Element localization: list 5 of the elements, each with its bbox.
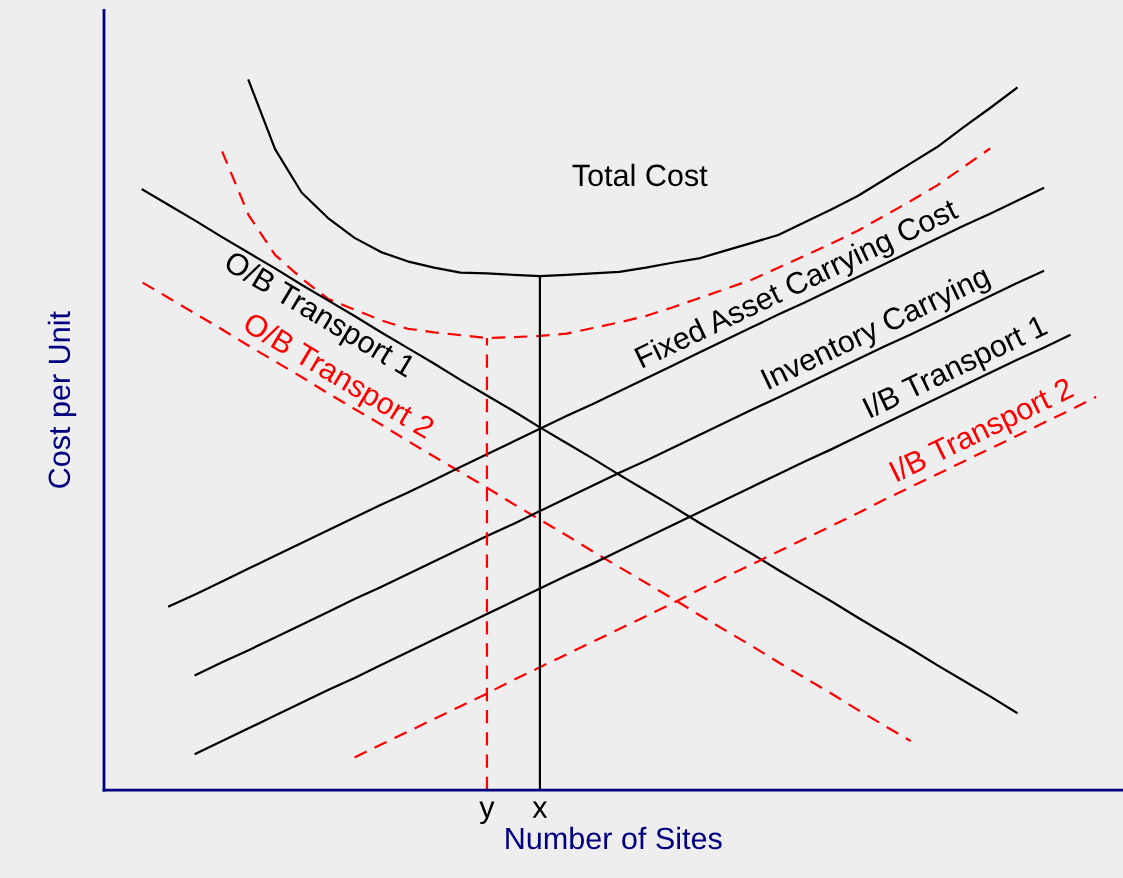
y-axis-title: Cost per Unit xyxy=(47,311,77,488)
x-tick-label: x xyxy=(532,801,548,818)
text: Total Cost xyxy=(572,163,708,187)
x-tick-label: y xyxy=(479,801,495,825)
x-axis-title: Number of Sites xyxy=(506,826,722,850)
